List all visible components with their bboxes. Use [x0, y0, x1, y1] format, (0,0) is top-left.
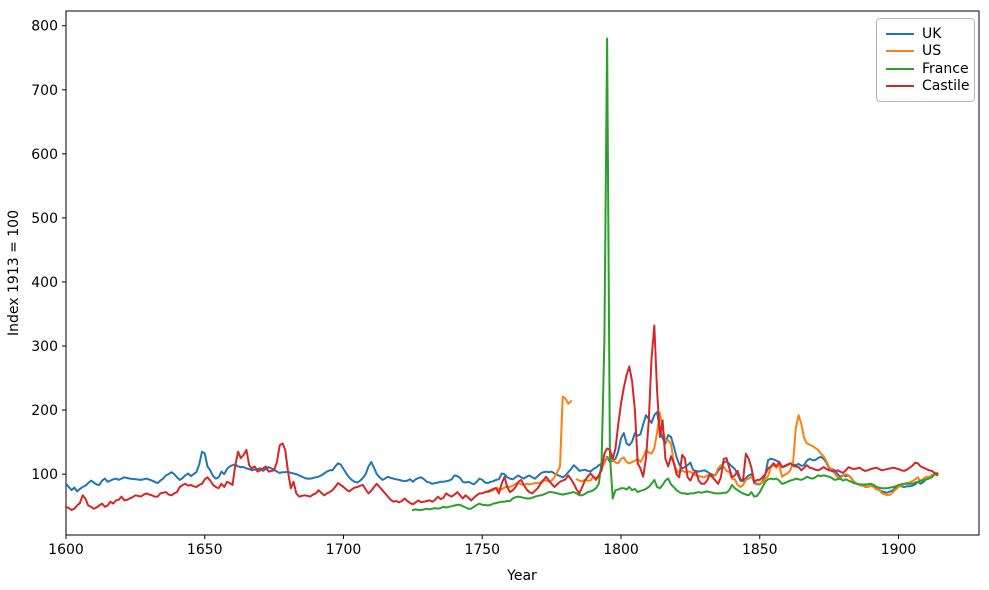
- castile-line-swatch: [886, 85, 914, 88]
- legend-label-us: US: [922, 43, 942, 60]
- line-us: [486, 395, 939, 497]
- legend-item-uk: UK: [886, 25, 966, 43]
- y-tick-label: 700: [31, 83, 58, 99]
- legend-label-castile: Castile: [922, 78, 970, 95]
- y-tick-label: 100: [31, 467, 58, 483]
- legend-item-us: US: [886, 43, 966, 61]
- x-tick-label: 1750: [464, 542, 500, 558]
- y-tick-label: 300: [31, 339, 58, 355]
- y-tick-label: 200: [31, 403, 58, 419]
- line-uk: [65, 411, 939, 494]
- axis-ticks: 1600 1650 1700 1750 1800 1850 1900 100 200 300 400…: [31, 19, 916, 558]
- france-line-swatch: [886, 67, 914, 70]
- legend-label-uk: UK: [922, 25, 942, 42]
- legend-item-castile: Castile: [886, 78, 970, 96]
- legend-item-france: France: [886, 60, 969, 78]
- y-axis-label: Index 1913 = 100: [6, 210, 22, 336]
- x-tick-label: 1900: [881, 542, 917, 558]
- x-tick-label: 1800: [603, 542, 639, 558]
- x-tick-label: 1850: [742, 542, 778, 558]
- x-tick-label: 1700: [326, 542, 362, 558]
- y-tick-label: 800: [31, 19, 58, 35]
- plot-border: [65, 10, 980, 536]
- legend: UK US France Castile: [876, 18, 975, 102]
- y-tick-label: 500: [31, 211, 58, 227]
- x-tick-label: 1650: [187, 542, 223, 558]
- y-tick-label: 400: [31, 275, 58, 291]
- plot-frame: [65, 10, 980, 536]
- y-tick-label: 600: [31, 147, 58, 163]
- us-line-swatch: [886, 50, 914, 53]
- line-france: [411, 37, 939, 511]
- line-castile: [65, 324, 939, 511]
- series-lines: [65, 37, 939, 511]
- legend-label-france: France: [922, 60, 969, 77]
- uk-line-swatch: [886, 32, 914, 35]
- x-tick-label: 1600: [48, 542, 84, 558]
- x-axis-label: Year: [506, 568, 537, 584]
